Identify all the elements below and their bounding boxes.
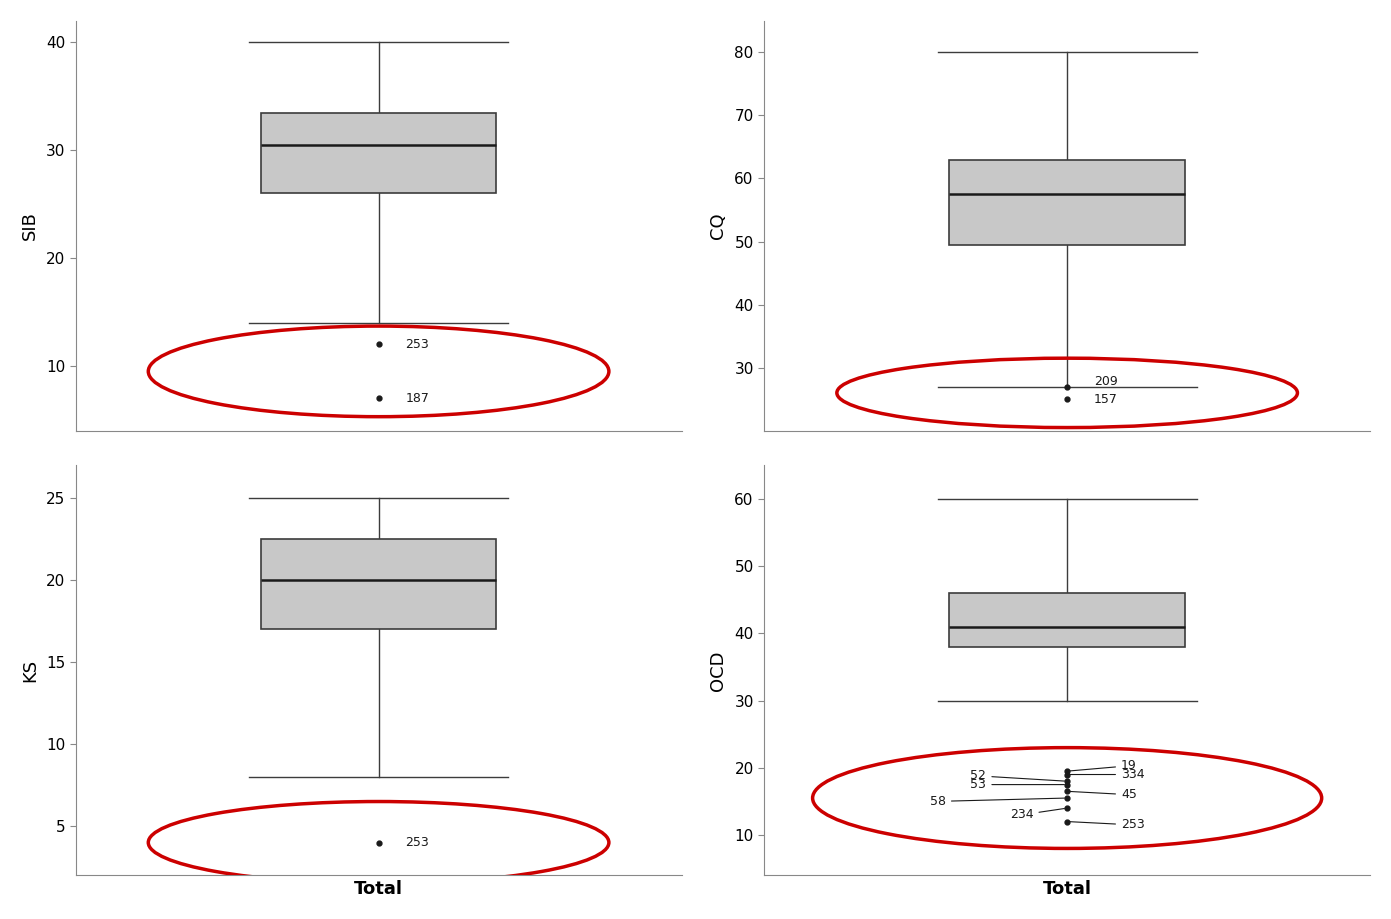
Text: 58: 58: [931, 795, 1064, 808]
Bar: [949, 160, 1185, 244]
Text: 253: 253: [406, 338, 430, 351]
Text: 45: 45: [1070, 789, 1136, 801]
Text: 334: 334: [1070, 768, 1145, 781]
Text: 157: 157: [1095, 392, 1118, 405]
Y-axis label: OCD: OCD: [709, 650, 727, 690]
Bar: [260, 539, 497, 630]
Bar: [949, 593, 1185, 647]
Text: 253: 253: [1070, 819, 1145, 832]
Text: 253: 253: [406, 836, 430, 849]
Text: 234: 234: [1010, 809, 1064, 822]
Text: 52: 52: [971, 769, 1064, 782]
Text: 187: 187: [406, 391, 430, 405]
Bar: [260, 112, 497, 193]
Text: 19: 19: [1070, 759, 1136, 772]
Text: 53: 53: [971, 778, 1064, 791]
Y-axis label: CQ: CQ: [709, 212, 727, 239]
Y-axis label: SIB: SIB: [21, 211, 39, 240]
Text: 209: 209: [1095, 375, 1118, 388]
Y-axis label: KS: KS: [21, 659, 39, 682]
